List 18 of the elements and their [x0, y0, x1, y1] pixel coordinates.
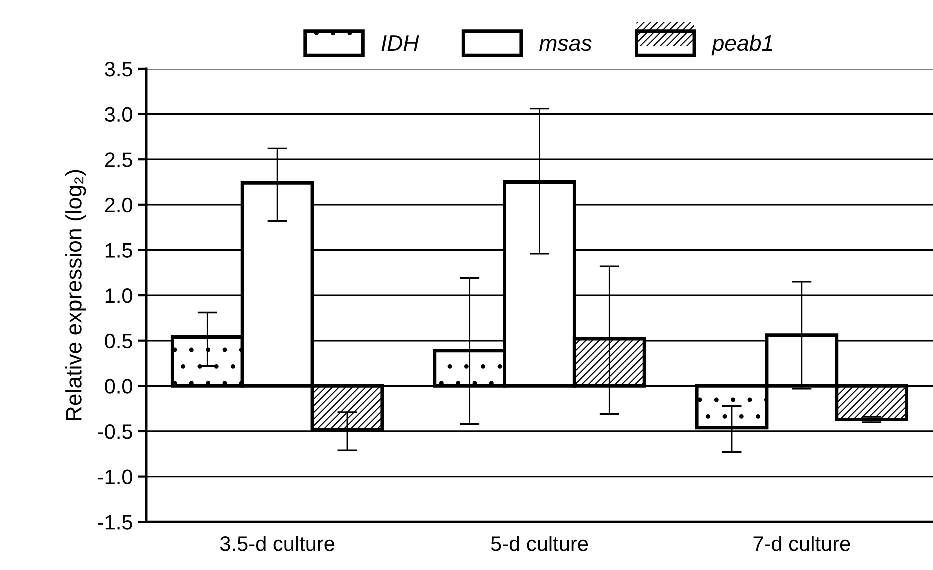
y-tick-label: 3.0 — [105, 107, 132, 122]
y-axis-title: Relative expression (log₂) — [66, 170, 86, 420]
legend-label: peab1 — [712, 34, 772, 56]
y-tick-label: 2.0 — [105, 198, 132, 213]
y-tick-label: 0.0 — [105, 379, 132, 394]
x-tick-label: 7-d culture — [754, 536, 850, 552]
y-tick-label: 3.5 — [105, 62, 132, 77]
y-tick-label: -0.5 — [98, 424, 132, 440]
y-tick-label: 1.5 — [106, 243, 132, 258]
y-tick-label: -1.0 — [98, 470, 132, 485]
y-tick-label: 0.5 — [105, 334, 132, 349]
y-tick-label: -1.5 — [98, 515, 132, 530]
legend-label: IDH — [382, 36, 420, 51]
x-tick-label: 5-d culture — [491, 536, 588, 552]
y-tick-label: 2.5 — [105, 152, 132, 168]
legend-label: msas — [540, 39, 592, 52]
y-tick-label: 1.0 — [106, 288, 132, 304]
x-tick-label: 3.5-d culture — [220, 536, 335, 552]
